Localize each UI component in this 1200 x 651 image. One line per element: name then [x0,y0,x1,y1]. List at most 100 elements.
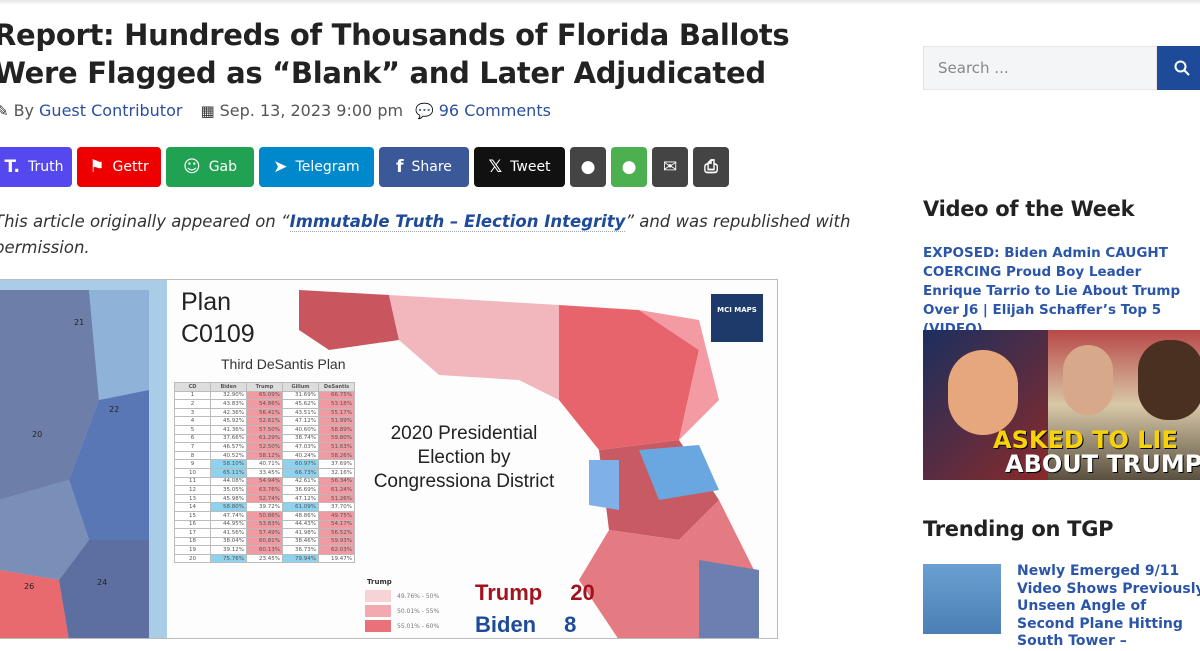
table-cell: 38.74% [282,433,319,444]
table-cell: 58.26% [318,450,355,461]
table-cell: 16 [174,519,211,530]
legend-item: 49.76% - 50% [365,590,439,602]
table-cell: 41.98% [282,528,319,538]
table-cell: 37.70% [318,502,355,512]
source-link[interactable]: Immutable Truth – Election Integrity [289,212,626,232]
table-cell: 32.90% [210,390,247,401]
map-logo: MCI MAPS [717,306,757,314]
comment-share-button[interactable]: ● [570,147,606,187]
table-cell: 58.12% [246,450,283,461]
video-caption-1: ASKED TO LIE [993,426,1178,454]
map-shapes [0,280,763,638]
district-label: 20 [32,430,43,439]
intro-after: ” and was republished with permission. [0,212,851,257]
trending-heading: Trending on TGP [923,517,1114,541]
comment-icon: ● [580,157,596,177]
table-cell: 65.09% [246,390,283,401]
table-cell: 47.12% [282,493,319,504]
table-cell: 56.34% [318,476,355,487]
table-cell: 40.60% [282,424,319,435]
table-row: 5 41.36% 57.50% 40.60% 58.89% [174,424,355,435]
district-results-table: CD Biden Trump Gillum DeSantis 1 32.90% 65.09% 3… [174,382,355,564]
video-heading: Video of the Week [923,197,1135,221]
legend-title: Trump [367,578,392,586]
search-input[interactable]: Search ... [923,46,1157,90]
calendar-icon: ▦ [200,101,215,120]
table-cell: 50.86% [246,510,283,521]
print-share-button[interactable]: ⎙ [693,147,729,187]
table-row: 18 38.04% 60.81% 38.46% 59.93% [174,536,355,547]
trending-thumbnail[interactable] [923,564,1001,634]
district-label: 26 [24,582,35,591]
table-row: 10 65.11% 33.45% 66.73% 32.16% [174,467,355,478]
table-cell: 75.76% [210,553,247,564]
table-cell: 47.12% [282,416,319,426]
email-share-button[interactable]: ✉ [652,147,688,187]
table-cell: 60.81% [246,536,283,547]
map-heading: 2020 Presidential Election by Congressio… [373,423,555,492]
table-cell: 38.46% [282,536,319,547]
table-cell: 55.17% [318,407,355,418]
share-label: Gab [208,159,238,175]
gettr-torch-icon: ⚑ [89,157,105,177]
table-row: 17 41.56% 57.49% 41.98% 56.52% [174,528,355,538]
table-cell: 45.98% [210,493,247,504]
video-link[interactable]: EXPOSED: Biden Admin CAUGHT COERCING Pro… [923,245,1181,337]
table-row: 3 42.36% 56.41% 43.51% 55.17% [174,407,355,418]
search-button[interactable] [1157,46,1200,90]
legend: 49.76% - 50% 50.01% - 55% 55.01% - 60% [365,590,439,635]
tally-count: 20 [570,580,595,605]
email-icon: ✉ [662,157,678,177]
table-row: 2 43.83% 54.86% 45.62% 53.18% [174,399,355,409]
table-cell: 23.45% [246,553,283,564]
legend-swatch [365,605,391,617]
intro-before: This article originally appeared on “ [0,212,290,231]
table-cell: 33.45% [246,467,283,478]
table-cell: 79.94% [282,553,319,564]
table-row: 4 45.92% 52.61% 47.12% 51.99% [174,416,355,426]
table-row: 12 35.05% 63.76% 36.69% 61.24% [174,485,355,495]
table-cell: 11 [174,476,211,487]
author-link[interactable]: Guest Contributor [39,101,183,120]
legend-label: 50.01% - 55% [397,607,440,615]
table-cell: 57.50% [246,424,283,435]
column-header: Biden [210,382,247,392]
table-row: 11 44.08% 54.94% 42.61% 56.34% [174,476,355,487]
table-cell: 7 [174,442,211,452]
video-thumbnail[interactable]: ASKED TO LIE ABOUT TRUMP [923,330,1200,480]
share-share-button[interactable]: f Share [379,147,469,187]
table-cell: 56.41% [246,407,283,418]
table-cell: 12 [174,485,211,495]
print-icon: ⎙ [704,157,718,177]
table-cell: 15 [174,510,211,521]
trending-link[interactable]: Newly Emerged 9/11 Video Shows Previousl… [1017,563,1200,649]
table-cell: 20 [174,553,211,564]
gettr-share-button[interactable]: ⚑ Gettr [77,147,161,187]
table-cell: 49.75% [318,510,355,521]
table-cell: 52.74% [246,493,283,504]
gab-frog-icon: ☺ [182,157,201,177]
table-row: 9 58.10% 40.71% 60.97% 37.69% [174,459,355,469]
by-label: By [13,101,35,120]
truth-share-button[interactable]: T. Truth [0,147,72,187]
district-label: 24 [97,578,108,587]
comments-link[interactable]: 96 Comments [438,101,551,120]
tweet-share-button[interactable]: 𝕏 Tweet [474,147,565,187]
table-cell: 41.56% [210,528,247,538]
table-cell: 4 [174,416,211,426]
video-caption-2: ABOUT TRUMP [1005,450,1200,478]
legend-swatch [365,590,391,602]
gab-share-button[interactable]: ☺ Gab [166,147,254,187]
telegram-share-button[interactable]: ➤ Telegram [259,147,374,187]
column-header: DeSantis [318,382,355,392]
table-cell: 44.43% [282,519,319,530]
table-cell: 54.17% [318,519,355,530]
table-cell: 56.52% [318,528,355,538]
table-cell: 58.10% [210,459,247,469]
table-row: 7 46.57% 52.50% 47.03% 51.63% [174,442,355,452]
table-cell: 59.93% [318,536,355,547]
table-cell: 40.24% [282,450,319,461]
sms-share-button[interactable]: ● [611,147,647,187]
table-cell: 8 [174,450,211,461]
share-label: Gettr [112,159,149,175]
